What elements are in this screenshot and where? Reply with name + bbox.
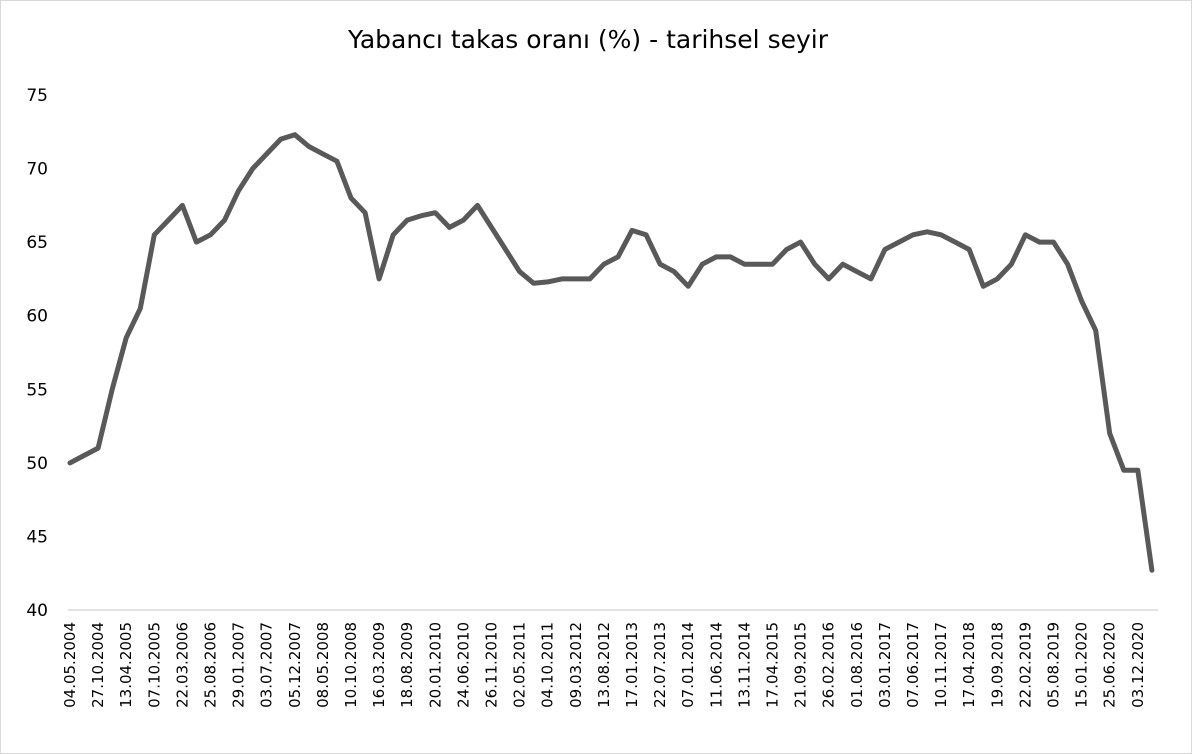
chart-title: Yabancı takas oranı (%) - tarihsel seyir <box>347 25 829 54</box>
y-tick-label: 65 <box>26 233 48 253</box>
y-tick-label: 75 <box>26 86 48 106</box>
x-tick-label: 29.01.2007 <box>230 622 248 708</box>
x-tick-label: 21.09.2015 <box>792 622 810 708</box>
y-tick-label: 40 <box>26 601 48 621</box>
x-tick-label: 27.10.2004 <box>89 622 107 708</box>
x-tick-label: 13.04.2005 <box>117 622 135 708</box>
x-tick-label: 09.03.2012 <box>567 622 585 708</box>
x-tick-label: 25.06.2020 <box>1101 622 1119 708</box>
x-tick-label: 04.10.2011 <box>539 622 557 708</box>
x-tick-label: 07.01.2014 <box>679 622 697 708</box>
y-tick-label: 60 <box>26 307 48 327</box>
x-tick-label: 17.01.2013 <box>623 622 641 708</box>
x-tick-label: 03.12.2020 <box>1129 622 1147 708</box>
x-tick-label: 10.10.2008 <box>342 622 360 708</box>
y-tick-label: 45 <box>26 527 48 547</box>
x-tick-label: 03.07.2007 <box>258 622 276 708</box>
x-tick-label: 22.07.2013 <box>651 622 669 708</box>
x-tick-label: 19.09.2018 <box>988 622 1006 708</box>
x-tick-label: 02.05.2011 <box>511 622 529 708</box>
x-tick-label: 25.08.2006 <box>202 622 220 708</box>
data-line <box>67 132 1155 573</box>
x-tick-label: 17.04.2015 <box>764 622 782 708</box>
x-tick-label: 07.10.2005 <box>145 622 163 708</box>
x-tick-label: 07.06.2017 <box>904 622 922 708</box>
x-tick-label: 05.12.2007 <box>286 622 304 708</box>
x-tick-label: 05.08.2019 <box>1045 622 1063 708</box>
x-tick-label: 20.01.2010 <box>426 622 444 708</box>
x-tick-label: 13.11.2014 <box>735 622 753 708</box>
x-tick-label: 04.05.2004 <box>61 622 79 708</box>
x-tick-label: 17.04.2018 <box>960 622 978 708</box>
x-tick-label: 15.01.2020 <box>1073 622 1091 708</box>
y-tick-label: 70 <box>26 160 48 180</box>
x-tick-label: 11.06.2014 <box>707 622 725 708</box>
x-tick-label: 24.06.2010 <box>454 622 472 708</box>
x-tick-label: 26.11.2010 <box>483 622 501 708</box>
x-tick-label: 01.08.2016 <box>848 622 866 708</box>
x-tick-label: 22.02.2019 <box>1016 622 1034 708</box>
y-tick-label: 55 <box>26 380 48 400</box>
x-tick-label: 08.05.2008 <box>314 622 332 708</box>
x-tick-label: 13.08.2012 <box>595 622 613 708</box>
x-tick-label: 10.11.2017 <box>932 622 950 708</box>
x-tick-label: 16.03.2009 <box>370 622 388 708</box>
y-tick-label: 50 <box>26 454 48 474</box>
x-tick-label: 22.03.2006 <box>173 622 191 708</box>
x-tick-label: 03.01.2017 <box>876 622 894 708</box>
x-tick-label: 26.02.2016 <box>820 622 838 708</box>
x-tick-label: 18.08.2009 <box>398 622 416 708</box>
